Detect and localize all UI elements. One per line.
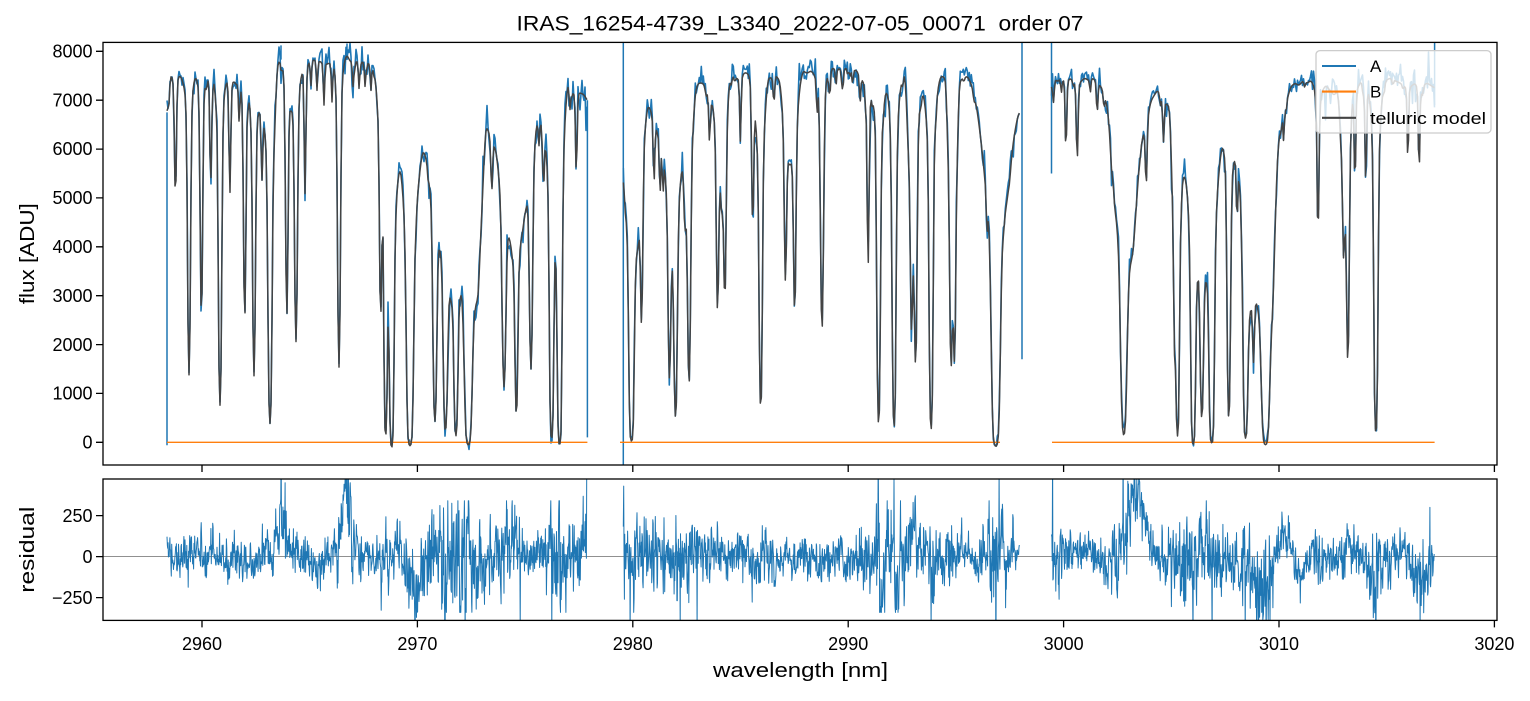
svg-text:telluric model: telluric model [1370,109,1486,128]
svg-text:2960: 2960 [182,634,222,654]
svg-text:3000: 3000 [1044,634,1084,654]
svg-text:3020: 3020 [1474,634,1514,654]
svg-text:3000: 3000 [52,286,92,306]
svg-text:B: B [1370,83,1381,102]
svg-text:6000: 6000 [52,139,92,159]
svg-text:2990: 2990 [828,634,868,654]
svg-text:250: 250 [62,506,92,526]
svg-text:7000: 7000 [52,90,92,110]
svg-text:2980: 2980 [613,634,653,654]
svg-text:residual: residual [16,507,39,593]
svg-text:1000: 1000 [52,384,92,404]
svg-text:2000: 2000 [52,335,92,355]
svg-text:−250: −250 [52,588,93,608]
svg-text:0: 0 [82,433,92,453]
svg-text:IRAS_16254-4739_L3340_2022-07-: IRAS_16254-4739_L3340_2022-07-05_00071 o… [517,12,1084,36]
svg-text:5000: 5000 [52,188,92,208]
svg-text:0: 0 [82,547,92,567]
svg-text:A: A [1370,57,1382,76]
svg-text:wavelength [nm]: wavelength [nm] [712,659,888,682]
svg-text:flux [ADU]: flux [ADU] [16,203,39,304]
svg-text:8000: 8000 [52,42,92,62]
svg-text:3010: 3010 [1259,634,1299,654]
svg-text:4000: 4000 [52,237,92,257]
svg-text:2970: 2970 [397,634,437,654]
